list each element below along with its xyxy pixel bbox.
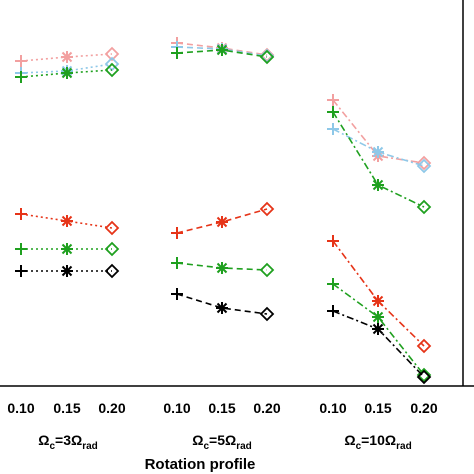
marker-g3-green2-2-shape (104, 241, 120, 257)
marker-g5-black-2-shape (259, 306, 275, 322)
marker-g3-green2-1-d2 (61, 243, 73, 255)
marker-g5-red-1-d2 (216, 216, 228, 228)
marker-g10-blue-0 (327, 123, 339, 135)
marker-g10-blue-2-shape (416, 158, 432, 174)
marker-g3-red-1-d2 (61, 215, 73, 227)
marker-g5-red-1 (216, 216, 228, 228)
marker-g10-green2-1-d2 (372, 311, 384, 323)
marker-g10-black-2-shape (416, 369, 432, 385)
marker-g10-green-2 (416, 199, 432, 215)
group-labels: Ωc=3Ωrad Ωc=5Ωrad Ωc=10Ωrad (38, 432, 411, 452)
marker-g10-black-1 (372, 323, 384, 335)
marker-g3-black-2 (104, 263, 120, 279)
marker-g10-black-0 (327, 305, 339, 317)
marker-g5-black-1 (216, 302, 228, 314)
group-label-g5: Ωc=5Ωrad (192, 432, 252, 452)
marker-g10-red-0 (327, 235, 339, 247)
tick-label-g10-2: 0.20 (410, 400, 437, 416)
marker-g3-green2-1 (61, 243, 73, 255)
marker-g5-green2-2 (259, 262, 275, 278)
marker-g3-pink-2-shape (104, 46, 120, 62)
marker-g3-red-2 (104, 220, 120, 236)
marker-g3-green2-2 (104, 241, 120, 257)
marker-g3-green-2-shape (104, 62, 120, 78)
marker-g10-red-1-d2 (372, 295, 384, 307)
marker-g3-green-1-d2 (61, 67, 73, 79)
marker-g10-green-0 (327, 106, 339, 118)
marker-g3-green2-0 (15, 243, 27, 255)
marker-g3-green-1 (61, 67, 73, 79)
x-ticks: 0.10 0.15 0.20 0.10 0.15 0.20 0.10 0.15 0.20 (7, 400, 437, 416)
marker-g10-red-2-shape (416, 338, 432, 354)
marker-g10-green-2-shape (416, 199, 432, 215)
marker-g5-green-2 (259, 49, 275, 65)
marker-g5-green2-0 (171, 257, 183, 269)
tick-label-g3-0: 0.10 (7, 400, 34, 416)
marker-g10-red-1 (372, 295, 384, 307)
marker-g3-green-0 (15, 71, 27, 83)
marker-g5-green-2-shape (259, 49, 275, 65)
marker-g3-green-2 (104, 62, 120, 78)
marker-g5-black-2 (259, 306, 275, 322)
tick-label-g10-1: 0.15 (364, 400, 391, 416)
marker-g5-green2-1-d2 (216, 262, 228, 274)
marker-g10-pink-2 (416, 155, 432, 171)
group-label-g3: Ωc=3Ωrad (38, 432, 98, 452)
marker-g3-black-2-shape (104, 263, 120, 279)
marker-g5-red-2 (259, 201, 275, 217)
marker-g3-pink-1 (61, 51, 73, 63)
marker-g10-red-2 (416, 338, 432, 354)
marker-g5-green-0 (171, 47, 183, 59)
marker-g10-pink-2-shape (416, 155, 432, 171)
marker-g10-green-1 (372, 179, 384, 191)
marker-g3-black-0 (15, 265, 27, 277)
tick-label-g5-2: 0.20 (253, 400, 280, 416)
marker-g10-black-2 (416, 369, 432, 385)
marker-g10-blue-1-d2 (372, 146, 384, 158)
marker-g10-pink-0 (327, 94, 339, 106)
marker-g3-red-2-shape (104, 220, 120, 236)
tick-label-g10-0: 0.10 (319, 400, 346, 416)
marker-g5-green2-2-shape (259, 262, 275, 278)
plot-area (15, 37, 432, 385)
marker-g5-red-2-shape (259, 201, 275, 217)
marker-g3-red-1 (61, 215, 73, 227)
marker-g3-red-0 (15, 208, 27, 220)
x-axis-label: Rotation profile (145, 456, 256, 473)
marker-g5-black-0 (171, 288, 183, 300)
series-line-g5-black (176, 293, 268, 315)
marker-g10-blue-1 (372, 146, 384, 158)
marker-g10-blue-2 (416, 158, 432, 174)
marker-g5-black-1-d2 (216, 302, 228, 314)
marker-g3-pink-2 (104, 46, 120, 62)
marker-g3-black-1-d2 (61, 265, 73, 277)
marker-g3-pink-0 (15, 55, 27, 67)
series-line-g5-red (176, 208, 268, 234)
tick-label-g3-1: 0.15 (53, 400, 80, 416)
marker-g10-black-1-d2 (372, 323, 384, 335)
marker-g5-green-1 (216, 44, 228, 56)
group-label-g10: Ωc=10Ωrad (344, 432, 411, 452)
tick-label-g3-2: 0.20 (98, 400, 125, 416)
tick-label-g5-0: 0.10 (163, 400, 190, 416)
marker-g10-green-1-d2 (372, 179, 384, 191)
marker-g3-pink-1-d2 (61, 51, 73, 63)
marker-g10-green2-1 (372, 311, 384, 323)
marker-g5-red-0 (171, 227, 183, 239)
marker-g10-green2-0 (327, 278, 339, 290)
marker-g5-green-1-d2 (216, 44, 228, 56)
tick-label-g5-1: 0.15 (208, 400, 235, 416)
marker-g3-black-1 (61, 265, 73, 277)
marker-g5-green2-1 (216, 262, 228, 274)
